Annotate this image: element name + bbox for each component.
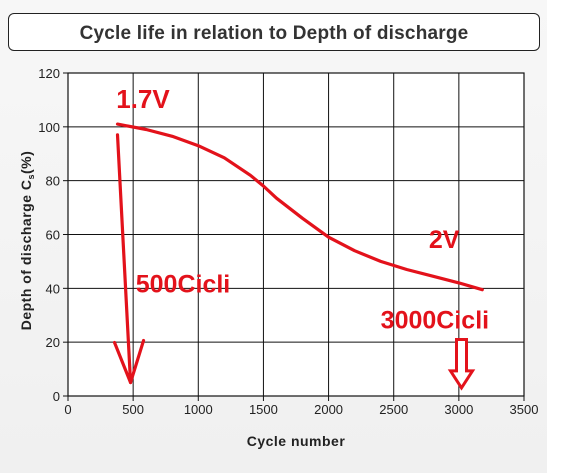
arrow-500-shaft <box>115 133 133 385</box>
y-tick-label: 100 <box>38 120 60 135</box>
x-tick-label: 3000 <box>444 402 473 417</box>
arrow-3000-block <box>447 338 476 391</box>
y-tick-label: 80 <box>46 174 60 189</box>
arrow-500-head <box>112 338 146 385</box>
x-tick-label: 1500 <box>249 402 278 417</box>
annotation-label: 2V <box>429 226 460 254</box>
x-tick-label: 1000 <box>184 402 213 417</box>
series-line <box>115 122 484 292</box>
x-tick-label: 2500 <box>379 402 408 417</box>
chart-title-box: Cycle life in relation to Depth of disch… <box>8 13 540 51</box>
chart-svg: 0 500 1000 1500 2000 2500 3000 3500 0 20 40 60 80 100… <box>18 66 539 449</box>
y-tick-label: 0 <box>53 389 60 404</box>
y-tick-label: 40 <box>46 281 60 296</box>
annotation-label: 3000Cicli <box>381 307 489 335</box>
x-tick-label: 500 <box>122 402 144 417</box>
y-tick-label: 20 <box>46 335 60 350</box>
y-axis-label: Depth of discharge Cs(%) <box>18 151 36 331</box>
x-axis-label: Cycle number <box>247 433 346 449</box>
x-tick-label: 3500 <box>510 402 539 417</box>
y-tick-label: 60 <box>46 228 60 243</box>
chart-title: Cycle life in relation to Depth of disch… <box>79 23 469 44</box>
x-tick-label: 2000 <box>314 402 343 417</box>
x-tick-label: 0 <box>64 402 71 417</box>
annotation-label: 500Cicli <box>136 270 231 298</box>
y-tick-label: 120 <box>38 66 60 81</box>
annotation-label: 1.7V <box>116 84 170 114</box>
